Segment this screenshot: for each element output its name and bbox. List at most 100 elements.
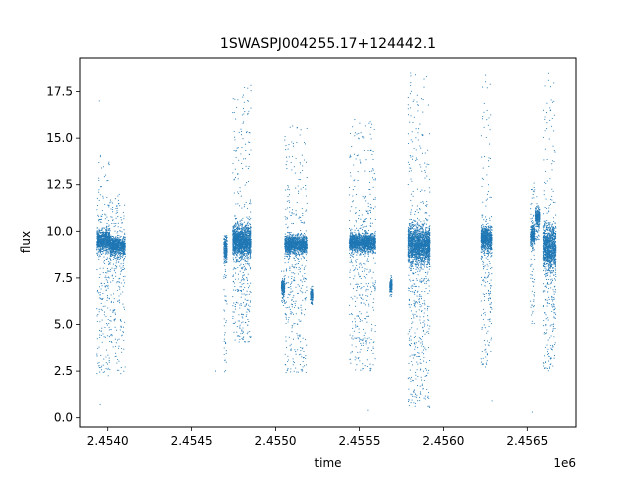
data-point <box>117 358 119 361</box>
data-point <box>117 216 119 218</box>
data-point <box>239 237 241 239</box>
data-point <box>101 229 103 231</box>
data-point <box>105 252 107 254</box>
data-point <box>98 220 100 222</box>
data-point <box>116 289 118 292</box>
data-point <box>242 337 244 339</box>
data-point <box>114 244 116 246</box>
data-point <box>101 209 103 212</box>
data-point <box>116 300 119 302</box>
data-point <box>102 297 104 299</box>
data-point <box>244 269 246 271</box>
data-point <box>114 230 116 232</box>
data-point <box>232 239 234 241</box>
data-point <box>223 338 225 340</box>
data-point <box>235 233 237 235</box>
data-point <box>119 265 121 267</box>
data-point <box>96 249 98 251</box>
data-point <box>224 256 227 259</box>
data-point <box>105 227 107 229</box>
data-point <box>98 179 100 181</box>
data-point <box>107 367 109 369</box>
data-point <box>243 293 245 295</box>
data-point <box>114 313 117 315</box>
data-point <box>114 312 116 314</box>
data-point <box>249 311 251 313</box>
data-point <box>118 248 120 251</box>
data-point <box>238 251 240 253</box>
data-point <box>110 239 112 241</box>
data-point <box>106 272 108 274</box>
data-point <box>105 246 107 248</box>
data-point <box>120 293 122 295</box>
data-point <box>234 231 236 233</box>
data-point <box>117 261 120 263</box>
data-point <box>247 229 249 232</box>
data-point <box>247 112 249 114</box>
data-point <box>120 326 122 328</box>
data-point <box>283 270 285 272</box>
data-point <box>101 213 103 215</box>
data-point <box>238 225 240 227</box>
data-point <box>242 108 245 110</box>
data-point <box>232 252 234 254</box>
data-point <box>99 194 101 196</box>
data-point <box>239 281 241 283</box>
data-point <box>242 331 244 333</box>
data-point <box>224 255 227 257</box>
data-point <box>299 234 301 236</box>
data-point <box>281 292 283 294</box>
data-point <box>242 258 244 260</box>
data-point <box>236 247 238 249</box>
data-point <box>239 227 241 229</box>
data-point <box>121 256 123 258</box>
data-point <box>280 284 283 286</box>
data-point <box>237 252 239 254</box>
data-point <box>245 253 247 255</box>
data-point <box>246 248 248 250</box>
data-point <box>235 226 237 228</box>
data-point <box>114 246 116 248</box>
data-point <box>223 261 225 263</box>
data-point <box>237 173 239 175</box>
data-point <box>225 243 227 245</box>
data-point <box>233 111 235 113</box>
data-point <box>100 288 102 290</box>
data-point <box>249 239 251 241</box>
data-point <box>244 267 246 269</box>
data-point <box>249 233 251 235</box>
data-point <box>112 293 115 295</box>
data-point <box>113 222 115 224</box>
data-point <box>235 251 237 254</box>
data-point <box>248 218 250 221</box>
data-point <box>96 290 99 292</box>
data-point <box>106 270 108 272</box>
data-point <box>241 240 243 242</box>
data-point <box>233 238 235 240</box>
data-point <box>241 242 243 244</box>
data-point <box>102 333 104 335</box>
data-point <box>103 244 105 246</box>
data-point <box>106 257 109 259</box>
data-point <box>288 247 290 249</box>
data-point <box>123 370 125 372</box>
data-point <box>117 222 119 224</box>
data-point <box>248 293 250 295</box>
data-point <box>100 229 102 232</box>
data-point <box>108 248 110 250</box>
data-point <box>117 231 119 233</box>
data-point <box>241 162 243 164</box>
data-point <box>239 265 241 267</box>
data-point <box>109 259 111 261</box>
data-point <box>118 360 120 362</box>
data-point <box>122 256 124 258</box>
data-point <box>241 246 243 248</box>
data-point <box>243 259 245 261</box>
data-point <box>112 242 114 244</box>
data-point <box>243 341 246 343</box>
data-point <box>223 277 225 279</box>
data-point <box>283 289 285 291</box>
data-point <box>96 236 98 238</box>
data-point <box>111 245 113 247</box>
data-point <box>100 334 102 336</box>
